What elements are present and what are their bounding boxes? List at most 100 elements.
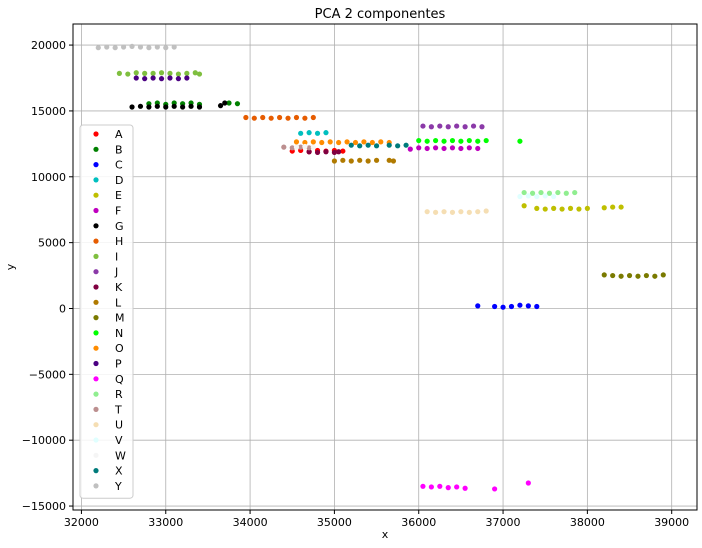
- data-point: [445, 485, 451, 491]
- data-point: [437, 123, 443, 129]
- data-point: [395, 143, 401, 149]
- series-M: [601, 272, 666, 279]
- legend-item-Y: Y: [93, 480, 122, 493]
- data-point: [323, 149, 329, 155]
- data-point: [327, 139, 333, 145]
- data-point: [521, 189, 527, 196]
- legend-marker: [93, 468, 99, 474]
- data-point: [137, 44, 144, 50]
- data-point: [319, 139, 325, 146]
- data-point: [369, 139, 375, 146]
- x-tick-label: 37000: [486, 516, 521, 529]
- x-tick-label: 36000: [401, 516, 436, 529]
- data-point: [466, 209, 472, 215]
- legend-label: U: [115, 419, 123, 432]
- data-point: [365, 142, 371, 148]
- legend-item-E: E: [93, 189, 122, 202]
- data-point: [180, 104, 186, 110]
- series-N: [416, 137, 523, 144]
- legend-label: T: [114, 403, 122, 416]
- series-T: [281, 144, 312, 151]
- legend-label: V: [115, 434, 123, 447]
- legend-label: H: [115, 235, 123, 248]
- data-point: [310, 144, 316, 150]
- data-point: [226, 100, 232, 106]
- data-point: [268, 115, 274, 121]
- data-point: [403, 142, 409, 148]
- legend-marker: [93, 146, 99, 152]
- series-X: [348, 142, 409, 149]
- data-point: [626, 272, 633, 279]
- series-Y: [95, 43, 177, 51]
- data-point: [167, 70, 173, 76]
- data-point: [340, 157, 346, 163]
- data-point: [449, 137, 456, 144]
- legend-label: C: [115, 159, 123, 172]
- data-point: [466, 137, 472, 144]
- legend-marker: [93, 345, 99, 351]
- data-point: [158, 70, 165, 76]
- legend-label: W: [115, 449, 126, 462]
- legend-label: I: [115, 250, 118, 263]
- series-W: [293, 143, 316, 150]
- legend-marker: [93, 238, 99, 244]
- data-point: [483, 208, 489, 214]
- legend-item-J: J: [93, 266, 118, 279]
- data-point: [555, 189, 561, 196]
- data-point: [441, 209, 447, 215]
- legend-item-X: X: [93, 465, 123, 478]
- series-D: [298, 130, 329, 136]
- data-point: [129, 104, 135, 110]
- legend-item-Q: Q: [93, 373, 124, 386]
- data-point: [584, 205, 590, 211]
- data-point: [133, 75, 139, 81]
- data-point: [454, 484, 460, 490]
- data-point: [260, 114, 266, 121]
- data-point: [196, 71, 203, 77]
- legend-label: F: [115, 205, 121, 218]
- series-G: [129, 100, 228, 110]
- data-point: [551, 193, 557, 200]
- data-point: [129, 43, 135, 49]
- data-point: [437, 483, 443, 489]
- data-point: [150, 70, 156, 76]
- legend-box: [79, 124, 134, 499]
- x-tick-label: 33000: [148, 516, 183, 529]
- data-point: [306, 145, 312, 151]
- data-point: [378, 139, 384, 145]
- data-point: [314, 149, 321, 156]
- legend-marker: [93, 131, 99, 137]
- data-point: [542, 206, 548, 212]
- y-tick-label: 0: [59, 302, 66, 315]
- data-point: [470, 123, 477, 129]
- x-tick-label: 39000: [654, 516, 689, 529]
- data-point: [660, 272, 666, 278]
- data-point: [112, 45, 118, 51]
- legend-item-G: G: [93, 220, 124, 233]
- data-point: [618, 273, 624, 279]
- data-point: [133, 70, 139, 76]
- data-point: [171, 44, 177, 50]
- grid: [73, 24, 697, 510]
- legend-item-H: H: [93, 235, 123, 248]
- data-point: [104, 44, 110, 50]
- data-point: [458, 145, 464, 152]
- series-L: [331, 157, 397, 164]
- data-point: [420, 483, 426, 489]
- data-point: [188, 103, 194, 109]
- data-point: [163, 45, 169, 51]
- data-point: [475, 303, 481, 309]
- data-point: [352, 139, 359, 146]
- x-tick-label: 34000: [233, 516, 268, 529]
- series-H: [243, 114, 316, 121]
- legend-item-W: W: [93, 449, 126, 462]
- data-point: [525, 193, 531, 199]
- series-V: [517, 193, 557, 200]
- legend-marker: [93, 299, 99, 305]
- data-point: [361, 139, 367, 145]
- data-point: [534, 193, 540, 200]
- legend-label: P: [115, 358, 122, 371]
- data-point: [563, 190, 569, 196]
